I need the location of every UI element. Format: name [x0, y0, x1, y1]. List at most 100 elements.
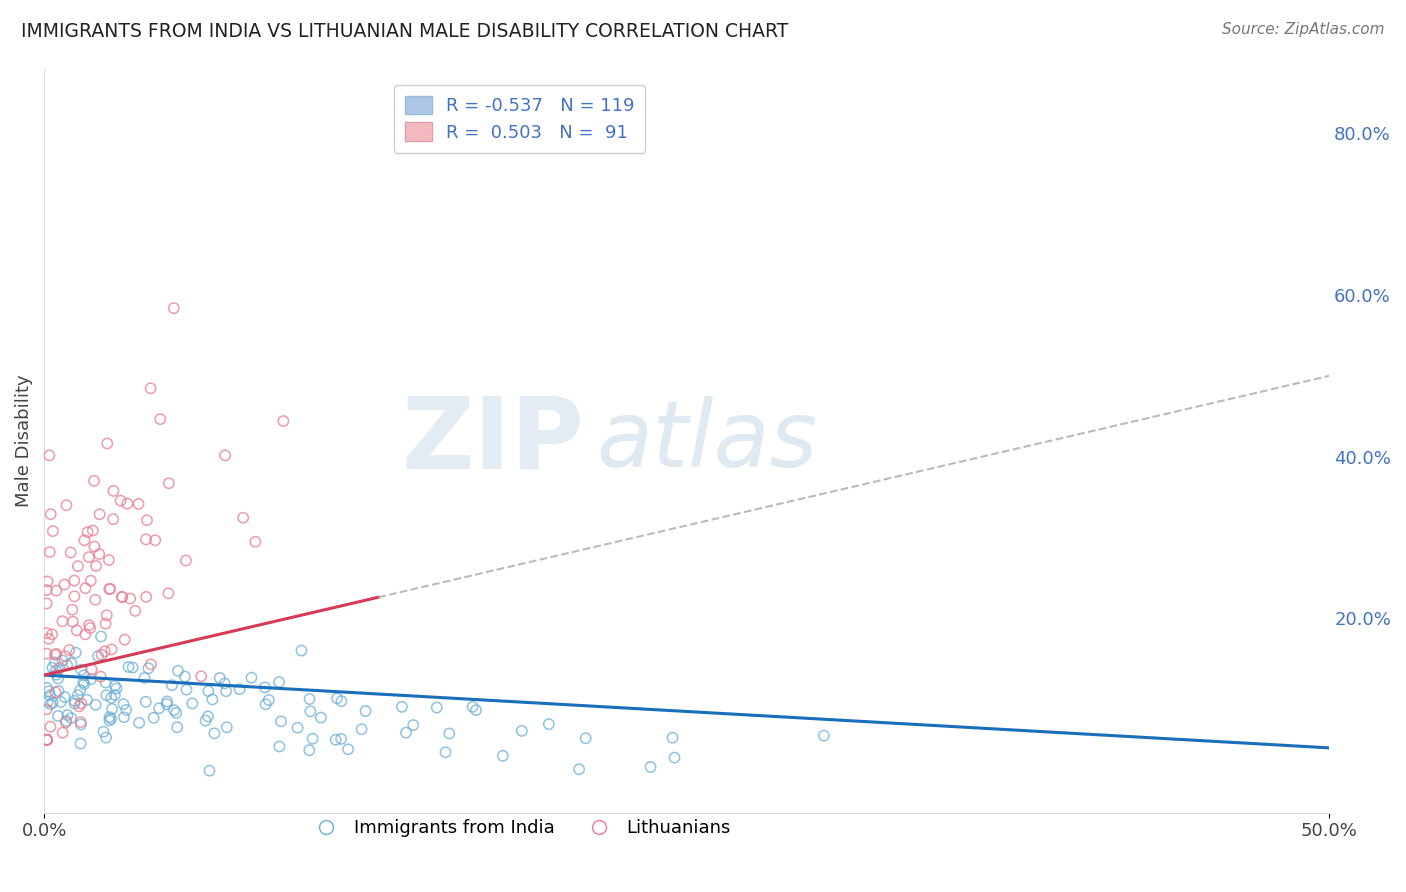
Point — [115, 703, 138, 717]
Point — [273, 414, 295, 428]
Point — [53, 577, 76, 591]
Point — [94, 675, 117, 690]
Point — [354, 704, 377, 718]
Point — [45, 667, 67, 681]
Point — [165, 706, 187, 720]
Point — [73, 677, 96, 691]
Point — [111, 590, 134, 604]
Point — [208, 671, 231, 685]
Point — [103, 512, 125, 526]
Point — [568, 762, 591, 776]
Point — [44, 656, 66, 670]
Point — [60, 657, 83, 671]
Point — [98, 582, 121, 596]
Point — [461, 699, 484, 714]
Point — [38, 632, 60, 646]
Point — [94, 644, 117, 658]
Point — [135, 695, 157, 709]
Point — [128, 497, 150, 511]
Point — [299, 704, 322, 718]
Point — [90, 630, 112, 644]
Point — [117, 497, 139, 511]
Point — [434, 745, 457, 759]
Point — [197, 684, 219, 698]
Point — [301, 731, 323, 746]
Point — [298, 692, 321, 706]
Point — [69, 683, 91, 698]
Point — [69, 737, 91, 751]
Point — [176, 682, 198, 697]
Point — [58, 643, 80, 657]
Point — [136, 513, 159, 527]
Text: atlas: atlas — [596, 395, 818, 485]
Point — [66, 559, 89, 574]
Point — [70, 663, 93, 677]
Point — [104, 679, 127, 693]
Point — [38, 448, 60, 462]
Point — [45, 664, 67, 678]
Point — [35, 597, 58, 611]
Point — [298, 743, 321, 757]
Point — [89, 547, 111, 561]
Point — [67, 699, 90, 714]
Point — [194, 714, 217, 728]
Point — [173, 669, 195, 683]
Point — [35, 732, 58, 747]
Point — [105, 681, 128, 696]
Point — [330, 694, 353, 708]
Point — [96, 688, 118, 702]
Point — [35, 702, 58, 716]
Point — [89, 508, 111, 522]
Point — [94, 616, 117, 631]
Point — [114, 632, 136, 647]
Point — [465, 703, 488, 717]
Point — [110, 493, 132, 508]
Point — [254, 698, 277, 712]
Point — [66, 624, 89, 638]
Point — [228, 682, 250, 697]
Point — [90, 648, 112, 662]
Point — [35, 732, 58, 747]
Point — [197, 709, 219, 723]
Point — [135, 590, 157, 604]
Point — [39, 720, 62, 734]
Point — [45, 685, 67, 699]
Point — [139, 657, 162, 672]
Point — [52, 653, 75, 667]
Point — [664, 750, 686, 764]
Point — [53, 690, 76, 704]
Point — [60, 711, 83, 725]
Y-axis label: Male Disability: Male Disability — [15, 375, 32, 507]
Point — [35, 681, 58, 695]
Point — [39, 507, 62, 521]
Point — [120, 591, 142, 606]
Point — [60, 602, 83, 616]
Point — [143, 533, 166, 548]
Point — [38, 545, 60, 559]
Point — [138, 661, 160, 675]
Point — [63, 574, 86, 588]
Point — [35, 626, 58, 640]
Point — [84, 592, 107, 607]
Point — [77, 550, 100, 565]
Legend: Immigrants from India, Lithuanians: Immigrants from India, Lithuanians — [301, 812, 738, 845]
Point — [287, 721, 309, 735]
Point — [94, 731, 117, 745]
Point — [35, 647, 58, 661]
Point — [39, 697, 62, 711]
Point — [124, 604, 146, 618]
Text: IMMIGRANTS FROM INDIA VS LITHUANIAN MALE DISABILITY CORRELATION CHART: IMMIGRANTS FROM INDIA VS LITHUANIAN MALE… — [21, 22, 789, 41]
Point — [270, 714, 292, 729]
Point — [38, 689, 60, 703]
Point — [134, 671, 156, 685]
Point — [35, 732, 58, 747]
Point — [330, 731, 353, 746]
Point — [135, 533, 157, 547]
Point — [66, 688, 89, 702]
Point — [48, 684, 70, 698]
Point — [214, 448, 236, 462]
Point — [350, 723, 373, 737]
Point — [70, 717, 93, 731]
Point — [63, 697, 86, 711]
Point — [156, 694, 179, 708]
